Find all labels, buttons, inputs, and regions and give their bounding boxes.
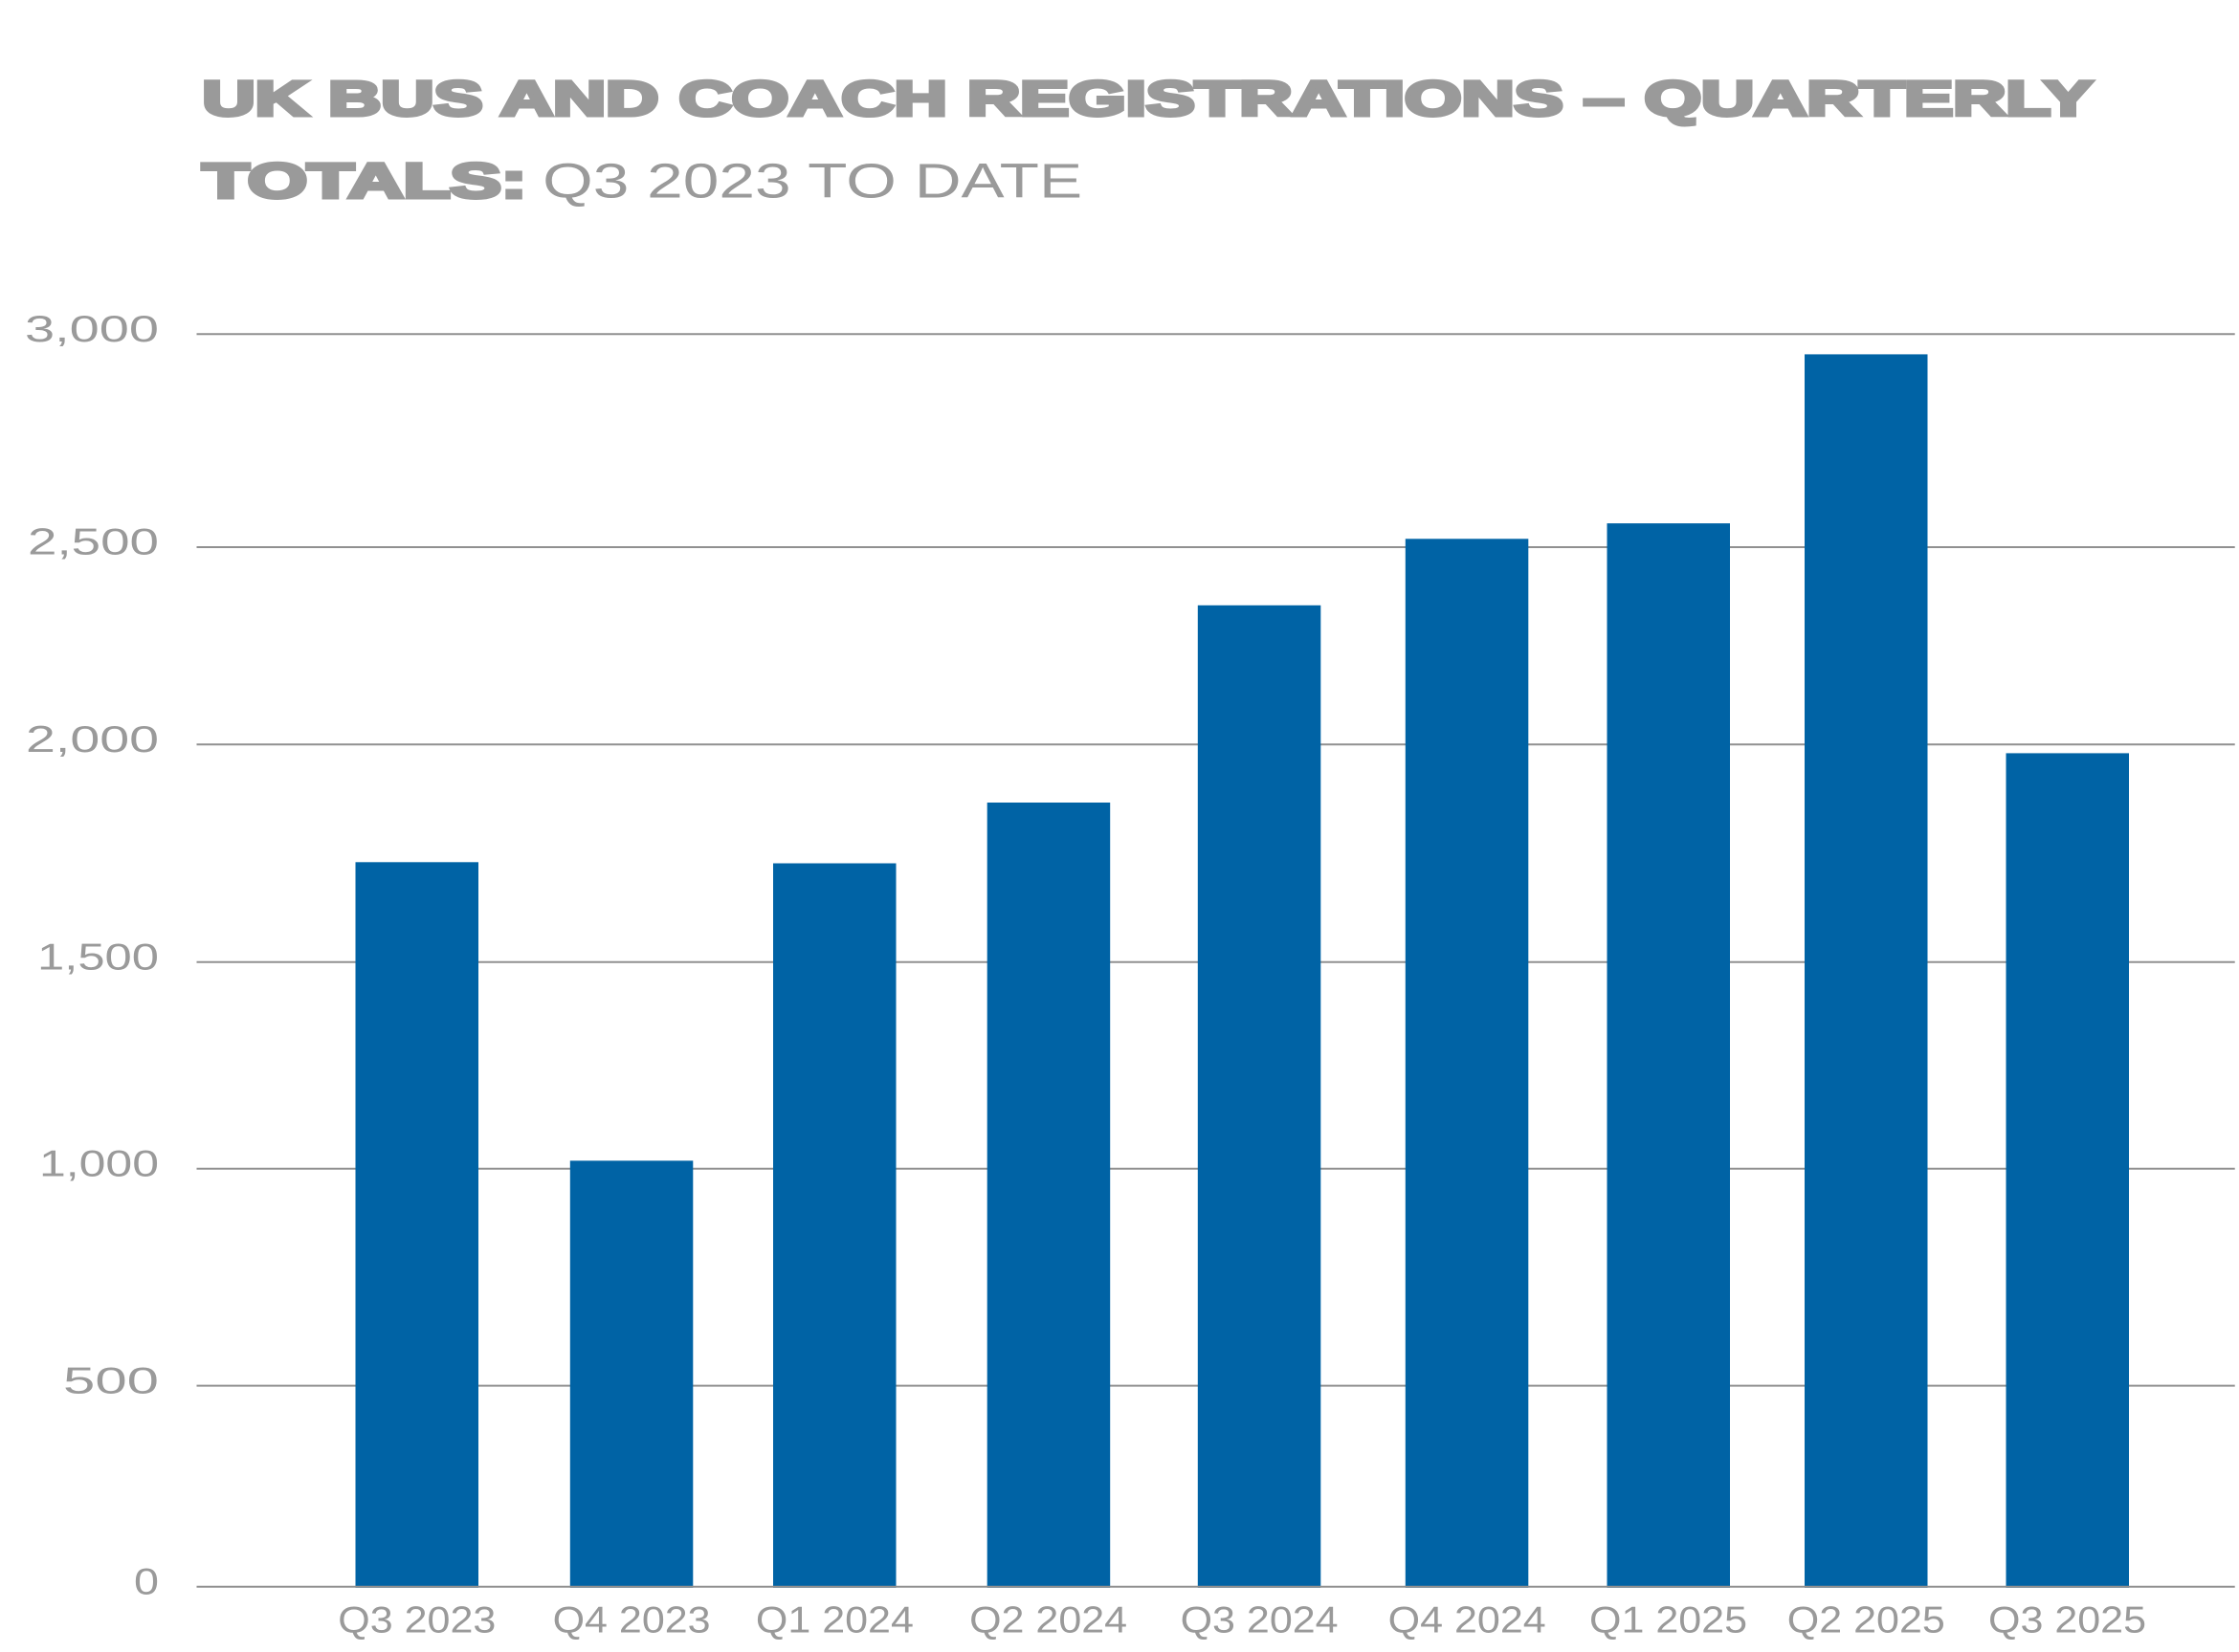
svg-text:TOTALS:: TOTALS: bbox=[203, 153, 527, 208]
svg-text:2,500: 2,500 bbox=[28, 522, 159, 563]
svg-text:3,000: 3,000 bbox=[25, 309, 159, 350]
svg-text:1,500: 1,500 bbox=[37, 937, 159, 979]
svg-text:Q3 2023: Q3 2023 bbox=[338, 1600, 496, 1641]
svg-text:Q4 2023: Q4 2023 bbox=[553, 1600, 711, 1641]
svg-text:UK BUS AND COACH REGISTRATIONS: UK BUS AND COACH REGISTRATIONS – QUARTER… bbox=[203, 72, 2094, 126]
svg-text:Q3 2024: Q3 2024 bbox=[1181, 1600, 1339, 1641]
svg-text:Q2 2024: Q2 2024 bbox=[969, 1600, 1127, 1641]
svg-text:Q4 2024: Q4 2024 bbox=[1388, 1600, 1546, 1641]
svg-text:500: 500 bbox=[63, 1360, 159, 1401]
svg-text:Q3 2025: Q3 2025 bbox=[1988, 1600, 2146, 1641]
svg-text:Q2 2025: Q2 2025 bbox=[1787, 1600, 1945, 1641]
svg-text:2,000: 2,000 bbox=[26, 719, 159, 760]
svg-text:Q1 2024: Q1 2024 bbox=[756, 1600, 914, 1641]
svg-text:Q3 2023 TO DATE: Q3 2023 TO DATE bbox=[543, 153, 1082, 208]
svg-text:Q1 2025: Q1 2025 bbox=[1589, 1600, 1747, 1641]
svg-text:0: 0 bbox=[134, 1562, 159, 1603]
svg-text:1,000: 1,000 bbox=[39, 1144, 159, 1185]
